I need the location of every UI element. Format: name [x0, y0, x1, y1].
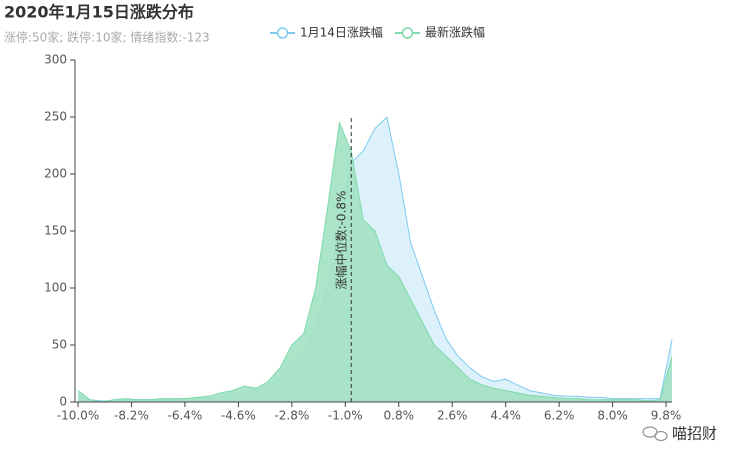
x-tick-label: -1.0% [328, 409, 363, 423]
y-tick-label: 0 [59, 395, 67, 409]
area-line [77, 120, 673, 403]
y-tick-label: 150 [44, 224, 67, 238]
x-tick-label: -4.6% [221, 409, 256, 423]
legend-marker [401, 27, 414, 39]
y-tick-label: 300 [44, 53, 67, 67]
chart-subtitle: 涨停:50家; 跌停:10家; 情绪指数:-123 [4, 30, 210, 45]
watermark: 喵招财 [672, 425, 717, 443]
legend-item: 最新涨跌幅 [395, 25, 485, 40]
x-tick-label: 0.8% [384, 409, 415, 423]
y-tick-label: 50 [52, 338, 67, 352]
x-tick-label: 8.0% [597, 409, 628, 423]
x-tick-label: -6.4% [168, 409, 203, 423]
x-tick-label: 6.2% [544, 409, 575, 423]
x-tick-label: -10.0% [57, 409, 99, 423]
x-tick-label: -2.8% [274, 409, 309, 423]
legend-label: 最新涨跌幅 [425, 25, 485, 40]
legend-item: 1月14日涨跌幅 [270, 25, 383, 40]
legend-label: 1月14日涨跌幅 [300, 25, 383, 40]
chart-title: 2020年1月15日涨跌分布 [4, 3, 194, 22]
y-tick-label: 100 [44, 281, 67, 295]
x-tick-label: 2.6% [437, 409, 468, 423]
legend-marker [276, 27, 289, 39]
y-tick-label: 200 [44, 167, 67, 181]
watermark-icon [642, 426, 668, 442]
x-tick-label: 9.8% [651, 409, 682, 423]
area-fill [78, 122, 672, 402]
x-tick-label: -8.2% [114, 409, 149, 423]
y-tick-label: 250 [44, 110, 67, 124]
x-tick-label: 4.4% [490, 409, 521, 423]
median-label: 涨幅中位数:-0.8% [334, 191, 349, 290]
